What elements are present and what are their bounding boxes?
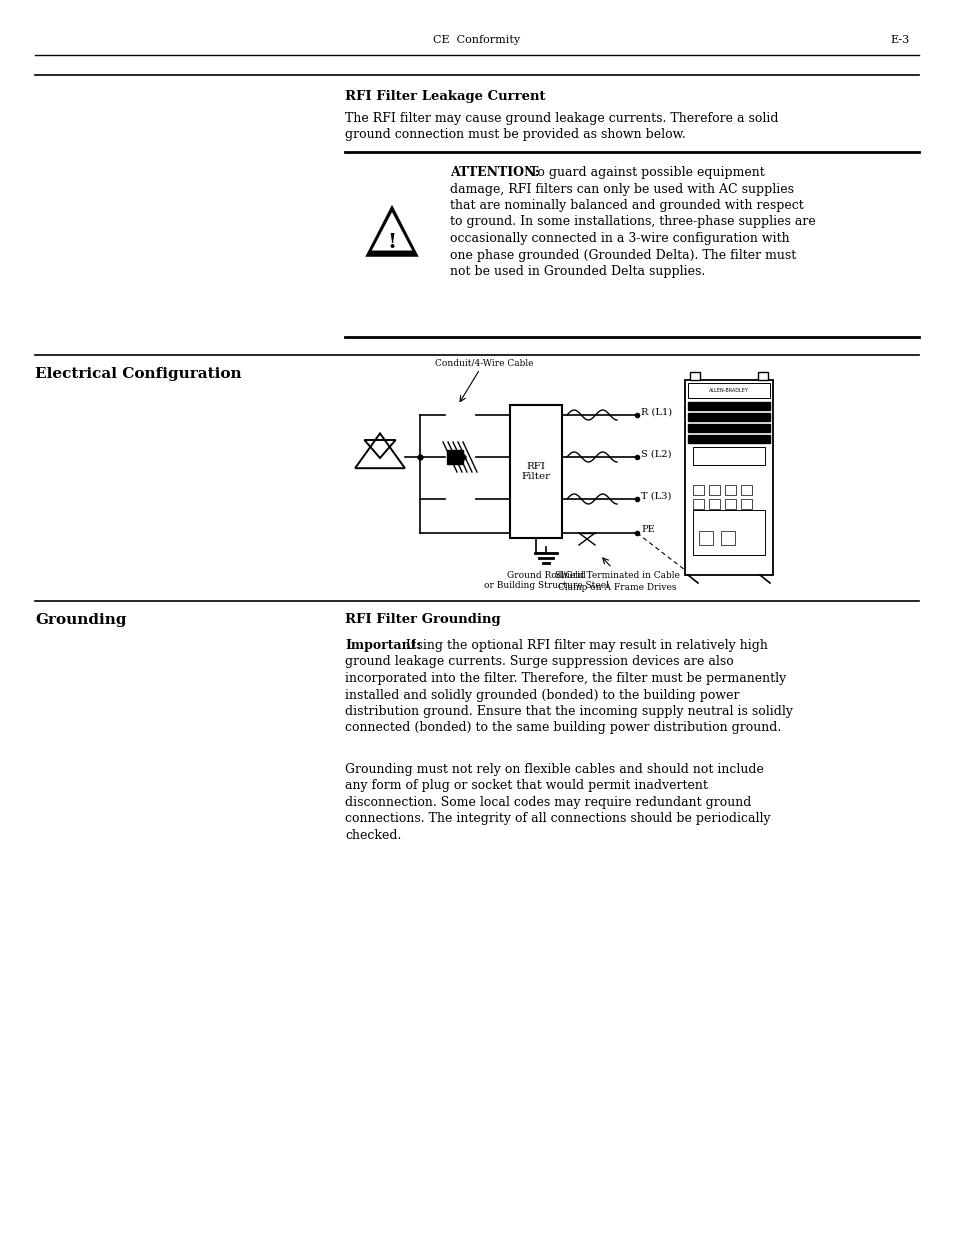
- Bar: [692, 485, 703, 495]
- Text: checked.: checked.: [345, 829, 401, 842]
- Text: that are nominally balanced and grounded with respect: that are nominally balanced and grounded…: [450, 199, 803, 212]
- Text: R (L1): R (L1): [640, 408, 672, 416]
- Text: Using the optional RFI filter may result in relatively high: Using the optional RFI filter may result…: [401, 638, 767, 652]
- Text: Important:: Important:: [345, 638, 420, 652]
- Bar: [687, 403, 769, 410]
- Text: RFI
Filter: RFI Filter: [521, 462, 550, 482]
- Text: any form of plug or socket that would permit inadvertent: any form of plug or socket that would pe…: [345, 779, 707, 792]
- Text: !: !: [387, 232, 396, 252]
- Bar: [687, 383, 769, 398]
- Text: S (L2): S (L2): [640, 450, 671, 458]
- Bar: [758, 372, 767, 380]
- Text: not be used in Grounded Delta supplies.: not be used in Grounded Delta supplies.: [450, 266, 704, 278]
- Bar: [447, 450, 462, 464]
- Text: Conduit/4-Wire Cable: Conduit/4-Wire Cable: [435, 358, 533, 367]
- Polygon shape: [365, 205, 418, 257]
- Bar: [692, 510, 764, 555]
- Text: Electrical Configuration: Electrical Configuration: [35, 367, 241, 382]
- Text: Shield Terminated in Cable
Clamp on A Frame Drives: Shield Terminated in Cable Clamp on A Fr…: [554, 571, 679, 592]
- Bar: [724, 499, 735, 509]
- Text: damage, RFI filters can only be used with AC supplies: damage, RFI filters can only be used wit…: [450, 183, 793, 195]
- Bar: [740, 485, 751, 495]
- Text: connections. The integrity of all connections should be periodically: connections. The integrity of all connec…: [345, 813, 770, 825]
- Text: ground connection must be provided as shown below.: ground connection must be provided as sh…: [345, 128, 685, 141]
- Bar: [699, 531, 712, 545]
- Bar: [687, 424, 769, 432]
- Polygon shape: [372, 212, 412, 251]
- Bar: [708, 499, 720, 509]
- Text: distribution ground. Ensure that the incoming supply neutral is solidly: distribution ground. Ensure that the inc…: [345, 705, 792, 718]
- Bar: [708, 485, 720, 495]
- Text: installed and solidly grounded (bonded) to the building power: installed and solidly grounded (bonded) …: [345, 688, 739, 701]
- Text: ALLEN-BRADLEY: ALLEN-BRADLEY: [708, 389, 748, 394]
- Text: ground leakage currents. Surge suppression devices are also: ground leakage currents. Surge suppressi…: [345, 656, 733, 668]
- Text: The RFI filter may cause ground leakage currents. Therefore a solid: The RFI filter may cause ground leakage …: [345, 112, 778, 125]
- Text: To guard against possible equipment: To guard against possible equipment: [521, 165, 764, 179]
- Bar: [692, 447, 764, 466]
- Bar: [510, 405, 561, 538]
- Text: E-3: E-3: [890, 35, 909, 44]
- Text: T (L3): T (L3): [640, 492, 671, 500]
- Text: CE  Conformity: CE Conformity: [433, 35, 520, 44]
- Text: Grounding: Grounding: [35, 613, 127, 627]
- Text: RFI Filter Grounding: RFI Filter Grounding: [345, 613, 500, 626]
- Text: Ground Rod/Grid
or Building Structure Steel: Ground Rod/Grid or Building Structure St…: [483, 571, 608, 590]
- Text: one phase grounded (Grounded Delta). The filter must: one phase grounded (Grounded Delta). The…: [450, 248, 796, 262]
- Bar: [689, 372, 700, 380]
- Text: ATTENTION:: ATTENTION:: [450, 165, 539, 179]
- Text: disconnection. Some local codes may require redundant ground: disconnection. Some local codes may requ…: [345, 795, 751, 809]
- Text: incorporated into the filter. Therefore, the filter must be permanently: incorporated into the filter. Therefore,…: [345, 672, 785, 685]
- Bar: [724, 485, 735, 495]
- Text: connected (bonded) to the same building power distribution ground.: connected (bonded) to the same building …: [345, 721, 781, 735]
- Bar: [687, 412, 769, 421]
- Bar: [692, 499, 703, 509]
- Bar: [684, 380, 772, 576]
- Text: Grounding must not rely on flexible cables and should not include: Grounding must not rely on flexible cabl…: [345, 763, 763, 776]
- Text: PE: PE: [640, 526, 654, 535]
- Text: RFI Filter Leakage Current: RFI Filter Leakage Current: [345, 90, 545, 103]
- Bar: [740, 499, 751, 509]
- Bar: [687, 435, 769, 443]
- Bar: [720, 531, 734, 545]
- Text: occasionally connected in a 3-wire configuration with: occasionally connected in a 3-wire confi…: [450, 232, 789, 245]
- Text: to ground. In some installations, three-phase supplies are: to ground. In some installations, three-…: [450, 215, 815, 228]
